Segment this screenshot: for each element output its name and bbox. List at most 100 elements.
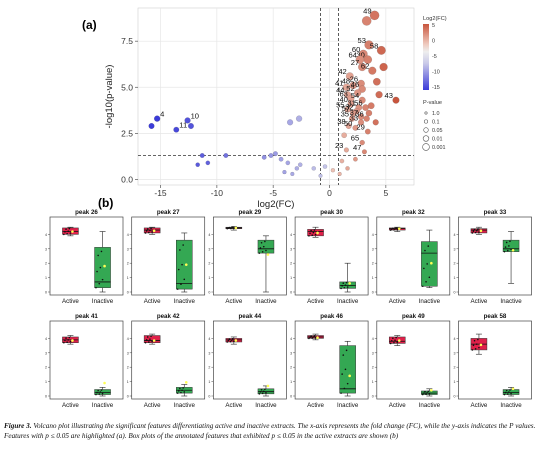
volcano-point bbox=[357, 119, 365, 126]
active-data-point bbox=[149, 229, 151, 232]
box-y-tick-label: 2 bbox=[454, 262, 456, 266]
active-data-point bbox=[231, 226, 234, 229]
inactive-data-point bbox=[426, 391, 428, 394]
box-y-tick-label: 3 bbox=[45, 247, 47, 251]
inactive-category-label: Inactive bbox=[500, 298, 522, 305]
active-data-point bbox=[144, 341, 147, 344]
volcano-point bbox=[361, 16, 372, 26]
inactive-data-point bbox=[506, 393, 509, 395]
box-plot-peak-30: peak 30 0 1 2 3 4 Active Inactive bbox=[290, 209, 369, 305]
inactive-data-point bbox=[340, 392, 342, 394]
box-y-tick-label: 1 bbox=[454, 380, 456, 384]
box-plot-peak-26: peak 26 0 1 2 3 4 Active Inactive bbox=[45, 209, 124, 305]
box-plot-frame bbox=[131, 216, 206, 296]
volcano-point-label: 48 bbox=[342, 76, 350, 85]
volcano-point-label: 29 bbox=[356, 123, 364, 132]
legend-size-tick: 0.01 bbox=[432, 137, 443, 143]
active-data-point bbox=[390, 228, 393, 231]
volcano-point-label: 62 bbox=[361, 62, 369, 71]
legend-color-tick: -5 bbox=[432, 54, 437, 60]
box-plot-frame bbox=[131, 320, 206, 400]
inactive-data-point bbox=[340, 287, 342, 290]
inactive-data-point bbox=[183, 391, 186, 393]
inactive-data-point bbox=[95, 286, 97, 289]
box-plot-title: peak 30 bbox=[320, 209, 343, 216]
active-data-point bbox=[394, 228, 396, 230]
legend-color-title: Log2(FC) bbox=[423, 16, 447, 22]
volcano-point bbox=[369, 10, 380, 21]
active-data-point bbox=[228, 226, 231, 229]
active-data-point bbox=[396, 341, 399, 343]
inactive-data-point bbox=[261, 251, 264, 253]
inactive-data-point bbox=[258, 393, 261, 395]
active-data-point bbox=[312, 231, 315, 234]
inactive-data-point bbox=[427, 390, 430, 393]
active-data-point bbox=[474, 231, 477, 234]
active-data-point bbox=[148, 341, 150, 343]
box-y-tick-label: 4 bbox=[290, 233, 292, 237]
volcano-point bbox=[372, 77, 381, 86]
x-tick-label: -10 bbox=[211, 188, 224, 198]
volcano-point bbox=[205, 160, 211, 166]
box-plot-frame bbox=[49, 216, 124, 296]
box-y-tick-label: 3 bbox=[290, 247, 292, 251]
active-data-point bbox=[311, 234, 314, 236]
active-category-label: Active bbox=[144, 298, 161, 305]
active-data-point bbox=[67, 230, 70, 232]
inactive-data-point bbox=[260, 389, 263, 391]
inactive-data-point bbox=[346, 286, 349, 288]
inactive-data-point bbox=[510, 392, 512, 395]
volcano-point bbox=[272, 151, 278, 157]
volcano-point bbox=[345, 122, 352, 130]
box-plot-frame bbox=[49, 320, 124, 400]
inactive-data-point bbox=[101, 278, 104, 281]
inactive-data-point bbox=[423, 392, 425, 394]
box-plot-title: peak 46 bbox=[320, 313, 343, 320]
box-y-tick-label: 1 bbox=[454, 276, 456, 280]
active-data-point bbox=[392, 227, 394, 230]
box-y-tick-label: 0 bbox=[208, 395, 210, 399]
inactive-data-point bbox=[344, 368, 347, 371]
volcano-point-label: 40 bbox=[339, 95, 347, 104]
volcano-point-label: 56 bbox=[354, 99, 362, 108]
volcano-point bbox=[223, 153, 229, 158]
inactive-data-point bbox=[176, 288, 179, 290]
legend-size-circle bbox=[422, 135, 430, 142]
panel-b-label: (b) bbox=[98, 196, 114, 210]
inactive-data-point bbox=[504, 246, 507, 248]
active-data-point bbox=[310, 229, 312, 232]
inactive-mean-point bbox=[430, 261, 433, 265]
inactive-box bbox=[502, 239, 520, 252]
inactive-data-point bbox=[428, 393, 431, 395]
volcano-point bbox=[347, 100, 355, 108]
box-plots: peak 26 0 1 2 3 4 Active Inactive peak 27 0 1 2 3 4 Ac… bbox=[45, 209, 532, 409]
inactive-mean-point bbox=[348, 282, 351, 285]
active-data-point bbox=[308, 235, 310, 237]
volcano-point bbox=[364, 128, 371, 135]
y-tick-label: 7.5 bbox=[121, 36, 133, 46]
active-data-point bbox=[473, 228, 476, 231]
inactive-data-point bbox=[180, 391, 182, 394]
box-y-tick-label: 3 bbox=[454, 247, 456, 251]
box-plots-panel: peak 26 0 1 2 3 4 Active Inactive peak 27 0 1 2 3 4 Ac… bbox=[0, 190, 550, 420]
box-plot-title: peak 58 bbox=[484, 313, 507, 320]
legend-size-circle bbox=[424, 111, 428, 115]
inactive-data-point bbox=[179, 387, 181, 390]
volcano-point bbox=[286, 119, 294, 126]
active-category-label: Active bbox=[62, 298, 79, 305]
active-data-point bbox=[151, 231, 153, 233]
volcano-point bbox=[364, 40, 374, 50]
active-data-point bbox=[314, 337, 317, 339]
active-data-point bbox=[65, 337, 67, 339]
inactive-data-point bbox=[262, 390, 265, 393]
active-data-point bbox=[310, 335, 312, 337]
inactive-mean-point bbox=[184, 381, 188, 384]
inactive-data-point bbox=[260, 241, 263, 244]
box-y-tick-label: 3 bbox=[127, 247, 129, 251]
x-tick-label: -5 bbox=[269, 188, 277, 198]
active-data-point bbox=[393, 229, 395, 231]
x-axis-label: log2(FC) bbox=[258, 199, 295, 210]
volcano-point-label: 43 bbox=[385, 91, 393, 100]
active-data-point bbox=[64, 339, 66, 342]
